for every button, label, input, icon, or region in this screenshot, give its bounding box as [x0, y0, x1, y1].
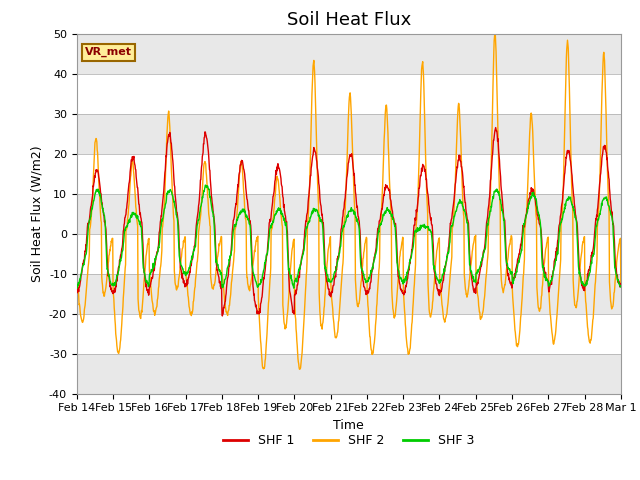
Title: Soil Heat Flux: Soil Heat Flux: [287, 11, 411, 29]
SHF 3: [553, 252, 561, 258]
Y-axis label: Soil Heat Flux (W/m2): Soil Heat Flux (W/m2): [30, 145, 44, 282]
SHF 1: [255, 311, 263, 317]
SHF 3: [255, 282, 263, 288]
SHF 1: [617, 281, 625, 287]
SHF 3: [202, 182, 209, 188]
SHF 2: [553, 313, 561, 319]
Bar: [77, 73, 621, 114]
SHF 1: [505, 277, 513, 283]
SHF 1: [434, 286, 442, 292]
Line: SHF 2: SHF 2: [77, 33, 621, 369]
Bar: [77, 34, 621, 73]
SHF 3: [181, 269, 189, 275]
Bar: [77, 193, 621, 234]
SHF 3: [505, 266, 513, 272]
SHF 3: [73, 284, 81, 289]
SHF 3: [195, 217, 202, 223]
SHF 2: [255, 304, 262, 310]
SHF 2: [491, 30, 499, 36]
SHF 2: [505, 245, 513, 251]
Legend: SHF 1, SHF 2, SHF 3: SHF 1, SHF 2, SHF 3: [218, 429, 479, 452]
Text: VR_met: VR_met: [85, 47, 132, 58]
X-axis label: Time: Time: [333, 419, 364, 432]
SHF 3: [434, 276, 442, 282]
SHF 2: [180, 235, 188, 241]
SHF 1: [553, 250, 561, 256]
Bar: [77, 274, 621, 313]
Line: SHF 1: SHF 1: [77, 128, 621, 316]
SHF 1: [180, 281, 188, 287]
Bar: [77, 354, 621, 394]
SHF 3: [617, 283, 625, 288]
SHF 2: [617, 280, 625, 286]
Bar: [77, 313, 621, 354]
SHF 2: [194, 253, 202, 259]
SHF 1: [218, 313, 226, 319]
SHF 2: [73, 271, 81, 276]
Bar: [77, 114, 621, 154]
SHF 3: [74, 285, 81, 291]
Bar: [77, 154, 621, 193]
SHF 2: [434, 244, 442, 250]
SHF 1: [194, 212, 202, 217]
Line: SHF 3: SHF 3: [77, 185, 621, 288]
SHF 2: [296, 366, 303, 372]
Bar: [77, 234, 621, 274]
SHF 1: [492, 125, 499, 131]
SHF 1: [73, 288, 81, 294]
